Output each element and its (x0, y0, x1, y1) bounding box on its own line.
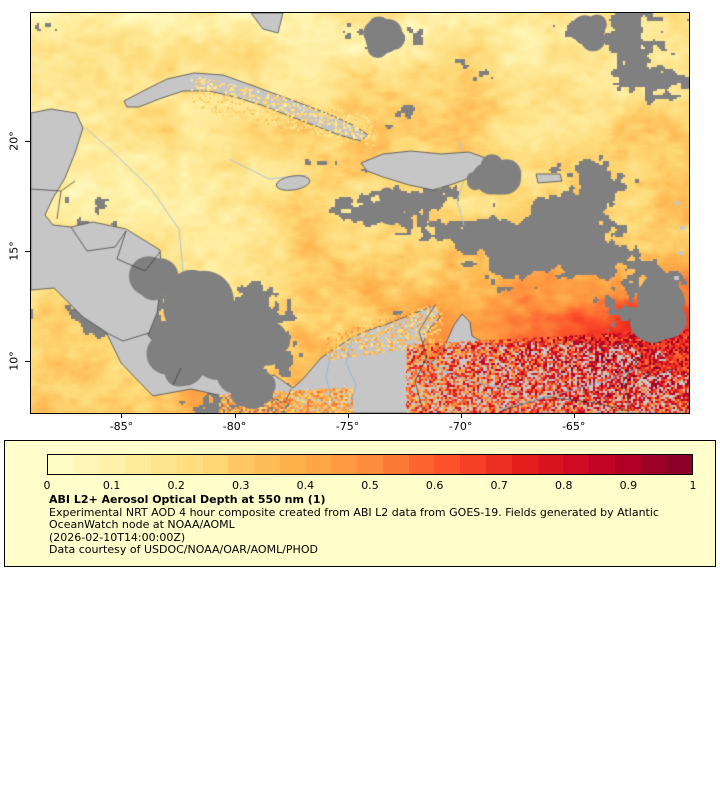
colorbar-tick-label: 0.1 (102, 479, 121, 492)
colorbar-tick-label: 0 (43, 479, 51, 492)
colorbar (47, 454, 693, 475)
colorbar-segment (434, 455, 461, 474)
colorbar-segment (357, 455, 383, 474)
map-plot-frame (30, 12, 690, 414)
colorbar-segment (228, 455, 255, 474)
colorbar-segment (382, 455, 409, 474)
legend-panel: 0 0.1 0.2 0.3 0.4 0.5 0.6 0.7 0.8 0.9 1 ABI L2+ Ae… (4, 440, 716, 567)
colorbar-segment (408, 455, 435, 474)
legend-line-1: Experimental NRT AOD 4 hour composite cr… (49, 505, 659, 519)
legend-line-3: (2026-02-10T14:00:00Z) (49, 530, 186, 544)
colorbar-segment (331, 455, 358, 474)
legend-title: ABI L2+ Aerosol Optical Depth at 550 nm … (49, 493, 326, 506)
x-tick-mark (234, 414, 236, 418)
legend-line-4: Data courtesy of USDOC/NOAA/OAR/AOML/PHO… (49, 543, 318, 556)
colorbar-tick-label: 0.9 (619, 479, 638, 492)
y-tick-label: 20° (7, 131, 21, 151)
x-tick-mark (573, 414, 575, 418)
colorbar-segment (666, 455, 693, 474)
x-tick-mark (460, 414, 462, 418)
colorbar-segment (614, 455, 641, 474)
colorbar-segment (511, 455, 538, 474)
colorbar-segment (563, 455, 590, 474)
aod-map-image (31, 13, 689, 413)
colorbar-segment (460, 455, 487, 474)
y-tick-label: 15° (7, 241, 21, 261)
colorbar-segment (279, 455, 306, 474)
colorbar-segment (48, 455, 74, 474)
colorbar-tick-label: 0.5 (361, 479, 379, 492)
colorbar-tick-label: 0.3 (232, 479, 250, 492)
colorbar-segment (202, 455, 229, 474)
colorbar-segment (537, 455, 564, 474)
legend-text: ABI L2+ Aerosol Optical Depth at 550 nm … (49, 493, 717, 557)
colorbar-tick-label: 1 (689, 479, 697, 492)
x-tick-label: -65° (561, 420, 586, 433)
colorbar-tick-label: 0.7 (490, 479, 508, 492)
colorbar-segment (640, 455, 667, 474)
x-tick-mark (121, 414, 123, 418)
x-tick-label: -85° (109, 420, 134, 433)
colorbar-segment (589, 455, 615, 474)
x-tick-label: -75° (335, 420, 360, 433)
colorbar-tick-labels: 0 0.1 0.2 0.3 0.4 0.5 0.6 0.7 0.8 0.9 1 (43, 479, 697, 493)
x-tick-label: -70° (448, 420, 473, 433)
colorbar-segment (176, 455, 203, 474)
colorbar-tick-label: 0.6 (425, 479, 444, 492)
x-tick-mark (347, 414, 349, 418)
colorbar-segment (305, 455, 332, 474)
colorbar-segment (151, 455, 177, 474)
colorbar-tick-label: 0.2 (167, 479, 185, 492)
colorbar-segment (486, 455, 512, 474)
colorbar-segment (73, 455, 100, 474)
colorbar-segment (254, 455, 280, 474)
legend-line-2: OceanWatch node at NOAA/AOML (49, 518, 235, 531)
colorbar-tick-label: 0.8 (555, 479, 573, 492)
colorbar-tick-label: 0.4 (296, 479, 315, 492)
colorbar-segment (99, 455, 126, 474)
colorbar-segment (125, 455, 152, 474)
x-tick-label: -80° (222, 420, 247, 433)
y-tick-label: 10° (7, 350, 21, 371)
